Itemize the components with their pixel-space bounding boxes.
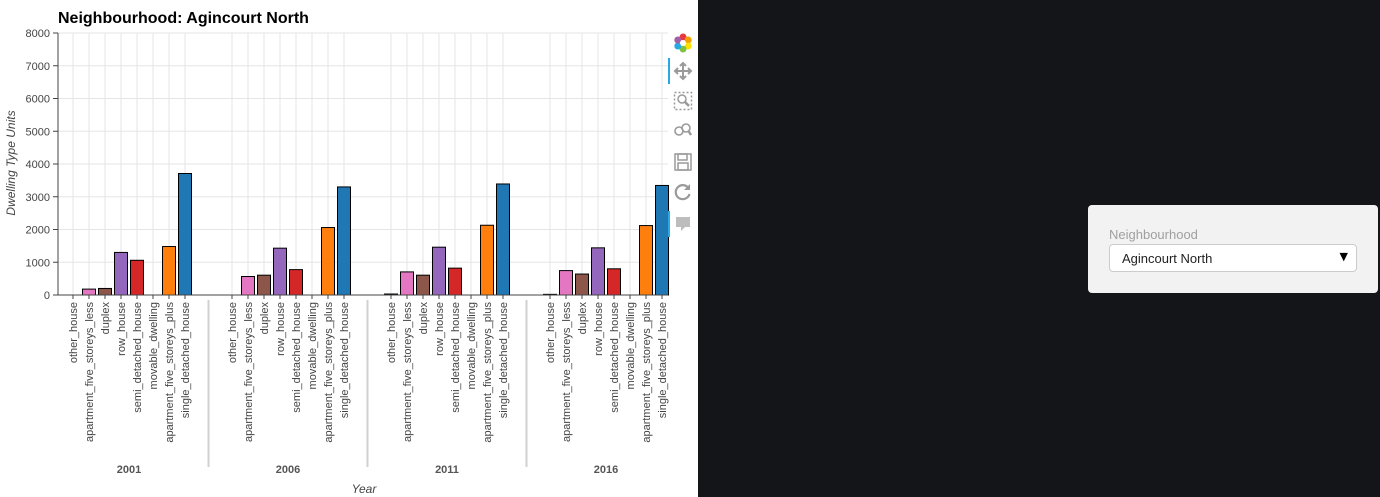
x-category-label: movable_dwelling [307,302,319,389]
bar-2016-single_detached_house [655,184,669,296]
chevron-down-icon: ▼ [1339,250,1348,263]
y-axis-label: Dwelling Type Units [4,110,18,215]
bar-2016-apartment_five_storeys_less [559,270,573,296]
x-category-label: single_detached_house [180,302,192,418]
bar-2001-semi_detached_house [130,259,144,296]
x-axis-label: Year [352,482,378,496]
bar-2001-row_house [114,251,128,296]
x-category-label: apartment_five_storeys_less [561,302,573,443]
y-tick-label: 4000 [26,159,50,171]
x-category-label: row_house [275,302,287,356]
dropdown-label: Neighbourhood [1109,227,1198,242]
x-category-label: apartment_five_storeys_less [402,302,414,443]
x-category-label: duplex [577,302,589,335]
x-category-label: semi_detached_house [450,302,462,413]
x-category-label: row_house [593,302,605,356]
bar-2006-apartment_five_storeys_plus [321,227,335,296]
bar-2011-single_detached_house [496,183,510,296]
bar-2016-apartment_five_storeys_plus [639,225,653,296]
bar-2011-apartment_five_storeys_plus [480,224,494,296]
x-category-label: other_house [68,302,80,363]
x-category-label: other_house [386,302,398,363]
box-zoom-tool-icon[interactable] [670,88,696,114]
bar-2016-row_house [591,247,605,296]
x-category-label: row_house [434,302,446,356]
x-group-label: 2016 [594,464,618,476]
pan-tool-icon[interactable] [668,58,696,84]
bar-2006-duplex [257,274,271,296]
x-category-label: single_detached_house [657,302,669,418]
x-group-label: 2001 [117,464,141,476]
x-group-label: 2011 [435,464,459,476]
bar-2006-row_house [273,247,287,296]
x-category-label: duplex [259,302,271,335]
dropdown-selected-value: Agincourt North [1122,251,1213,266]
bar-2001-duplex [98,287,112,296]
x-category-label: semi_detached_house [609,302,621,413]
x-category-label: apartment_five_storeys_less [243,302,255,443]
y-tick-label: 6000 [26,94,50,106]
bar-2016-duplex [575,273,589,296]
x-category-label: movable_dwelling [466,302,478,389]
bar-2011-apartment_five_storeys_less [400,271,414,296]
bar-2011-semi_detached_house [448,267,462,296]
x-category-label: other_house [227,302,239,363]
x-category-label: duplex [418,302,430,335]
y-tick-label: 7000 [26,61,50,73]
bar-2011-duplex [416,274,430,296]
y-tick-label: 2000 [26,225,50,237]
bar-2011-row_house [432,246,446,296]
bokeh-logo-icon[interactable] [670,30,696,56]
x-category-label: duplex [100,302,112,335]
bar-chart: Neighbourhood: Agincourt North 0 1000 2000… [4,10,669,496]
bar-2001-apartment_five_storeys_plus [162,246,176,296]
x-category-label: apartment_five_storeys_plus [482,302,494,443]
x-category-label: apartment_five_storeys_less [84,302,96,443]
x-category-label: single_detached_house [498,302,510,418]
x-category-label: row_house [116,302,128,356]
x-category-label: apartment_five_storeys_plus [641,302,653,443]
plot-panel: Neighbourhood: Agincourt North 0 1000 2000… [0,0,698,497]
y-tick-label: 8000 [26,28,50,40]
x-group-label: 2006 [276,464,300,476]
save-tool-icon[interactable] [670,149,696,175]
y-tick-label: 5000 [26,126,50,138]
plot-toolbar [668,30,698,245]
bar-2016-semi_detached_house [607,268,621,296]
bar-2006-semi_detached_house [289,269,303,296]
neighbourhood-widget: Neighbourhood Agincourt North ▼ [1088,205,1378,293]
hover-tool-icon[interactable] [668,211,696,237]
x-category-label: other_house [545,302,557,363]
bar-2001-apartment_five_storeys_less [82,288,96,296]
bar-2001-single_detached_house [178,172,192,296]
neighbourhood-select[interactable]: Agincourt North ▼ [1109,244,1357,272]
x-category-label: apartment_five_storeys_plus [323,302,335,443]
x-category-label: semi_detached_house [291,302,303,413]
x-category-label: movable_dwelling [625,302,637,389]
bar-2006-single_detached_house [337,186,351,296]
y-tick-label: 1000 [26,257,50,269]
y-tick-label: 3000 [26,192,50,204]
x-category-label: semi_detached_house [132,302,144,413]
x-category-label: single_detached_house [339,302,351,418]
reset-tool-icon[interactable] [670,179,696,205]
y-tick-label: 0 [44,290,50,302]
x-category-label: movable_dwelling [148,302,160,389]
wheel-zoom-tool-icon[interactable] [670,118,696,144]
bar-2006-apartment_five_storeys_less [241,275,255,296]
chart-title: Neighbourhood: Agincourt North [58,10,309,27]
x-category-label: apartment_five_storeys_plus [164,302,176,443]
